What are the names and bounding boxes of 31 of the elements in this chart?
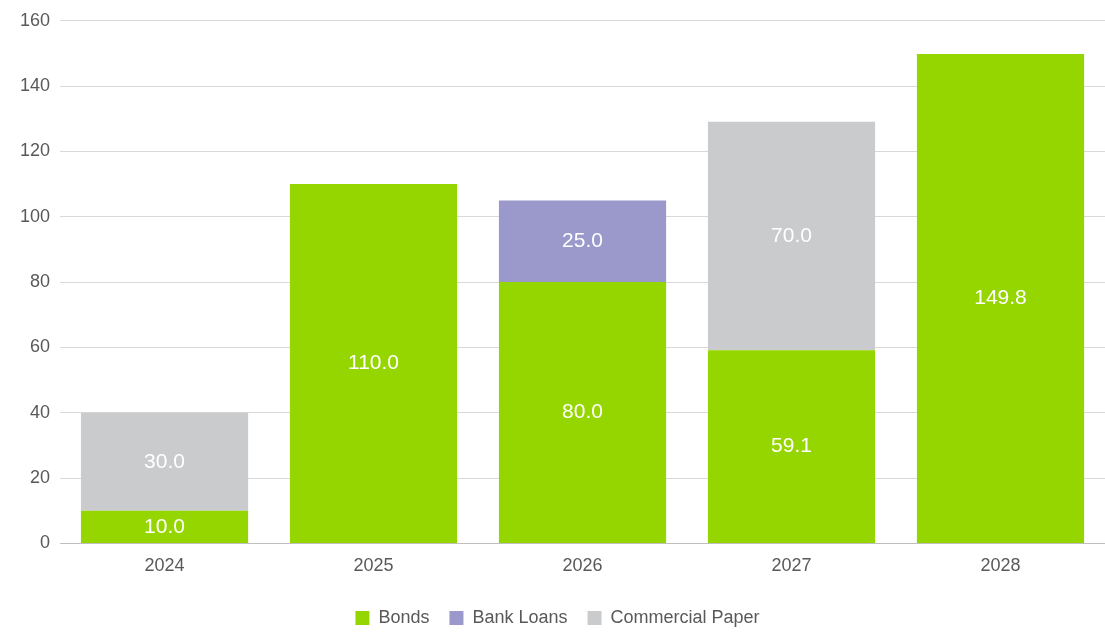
- data-label: 10.0: [144, 513, 185, 537]
- y-tick-label: 80: [30, 271, 51, 292]
- x-tick-label: 2024: [144, 555, 185, 576]
- bar: [498, 282, 667, 543]
- data-label: 110.0: [348, 350, 400, 374]
- y-tick-label: 0: [40, 532, 51, 553]
- y-tick-label: 60: [30, 336, 51, 357]
- legend-label: Bonds: [378, 606, 430, 627]
- x-tick-label: 2028: [980, 555, 1021, 576]
- bar: [80, 510, 249, 543]
- legend-label: Commercial Paper: [610, 606, 760, 627]
- bar: [289, 184, 458, 543]
- y-tick-label: 40: [30, 401, 51, 422]
- bar: [80, 412, 249, 511]
- bar: [707, 350, 876, 543]
- data-label: 80.0: [562, 399, 603, 423]
- legend-label: Bank Loans: [472, 606, 568, 627]
- data-label: 59.1: [771, 433, 812, 457]
- x-tick-label: 2027: [771, 555, 812, 576]
- bar: [916, 54, 1085, 543]
- data-label: 149.8: [974, 285, 1027, 309]
- y-tick-label: 140: [19, 75, 51, 96]
- y-tick-label: 100: [19, 205, 51, 226]
- data-label: 25.0: [562, 228, 603, 252]
- y-tick-label: 160: [19, 9, 51, 30]
- bar: [707, 121, 876, 351]
- y-tick-label: 120: [19, 140, 51, 161]
- bar: [498, 200, 667, 283]
- x-tick-label: 2026: [562, 555, 603, 576]
- y-tick-label: 20: [30, 467, 51, 488]
- x-tick-label: 2025: [353, 555, 394, 576]
